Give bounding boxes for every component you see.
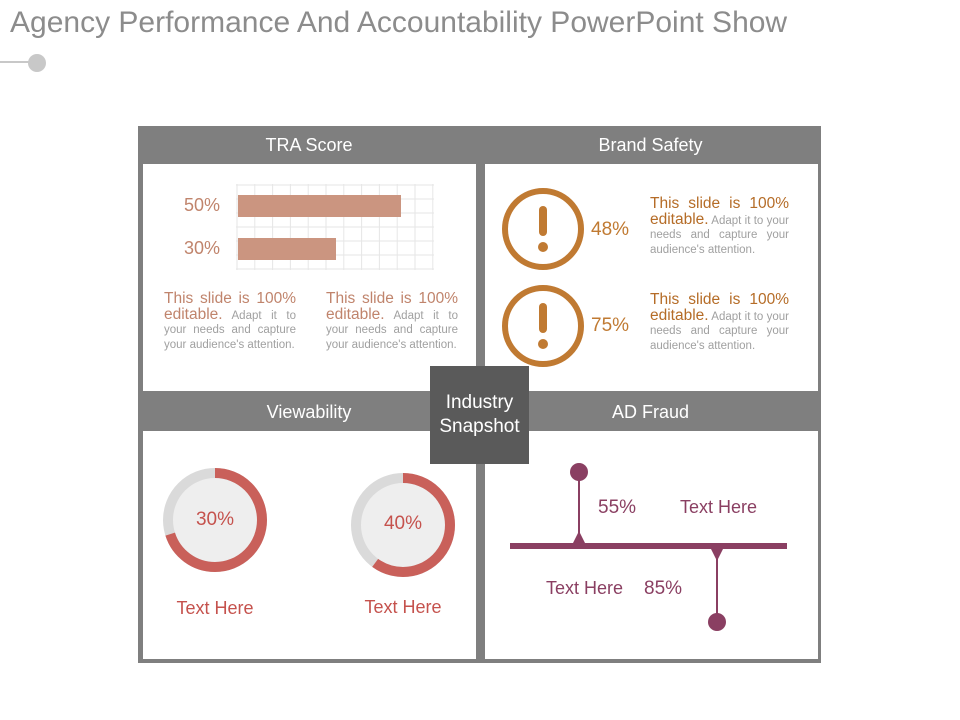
brand-safety-panel [485,164,818,391]
slide-title: Agency Performance And Accountability Po… [10,6,788,39]
brand-safety-value: 75% [591,315,630,336]
tra-text-body: Adapt it to your needs and capture your … [326,309,458,351]
ad-fraud-value-lower: 85% [644,578,683,599]
brand-safety-header: Brand Safety [598,135,703,155]
tra-text-block: This slide is 100% editable. Adapt it to… [164,290,296,352]
timeline-axis [510,543,787,549]
brand-text-body: Adapt it to your needs and capture your … [650,214,789,256]
tra-text-body: Adapt it to your needs and capture your … [164,309,296,351]
exclamation-icon [502,285,584,367]
donut-value: 30% [195,509,235,530]
exclamation-icon [502,188,584,270]
brand-text-block: This slide is 100% editable. Adapt it to… [650,195,789,257]
donut-chart [351,473,455,577]
viewability-header: Viewability [266,402,352,422]
tra-text-lead: This slide is 100% editable. [164,290,296,323]
timeline-marker [708,613,726,631]
ad-fraud-text-upper: Text Here [680,497,758,517]
donut-value: 40% [383,513,423,534]
ad-fraud-value-upper: 55% [598,497,637,518]
viewability-caption: Text Here [176,598,254,618]
brand-safety-value: 48% [591,219,630,240]
timeline-pointer [573,531,585,543]
tra-bar [238,195,401,217]
ad-fraud-timeline [510,463,787,631]
tra-text-lead: This slide is 100% editable. [326,290,458,323]
brand-text-body: Adapt it to your needs and capture your … [650,310,789,352]
ad-fraud-header: AD Fraud [611,402,690,422]
center-label-text: Industry Snapshot [439,392,520,437]
title-underline [0,61,30,63]
ad-fraud-text-lower: Text Here [546,578,624,598]
tra-bar-label: 30% [184,238,221,258]
donut-chart [163,468,267,572]
brand-text-lead: This slide is 100% editable. [650,195,789,228]
industry-snapshot-label: Industry Snapshot [430,366,529,464]
tra-text-block: This slide is 100% editable. Adapt it to… [326,290,458,352]
tra-bar-label: 50% [184,195,221,215]
viewability-caption: Text Here [364,597,442,617]
title-dot [28,54,46,72]
brand-text-block: This slide is 100% editable. Adapt it to… [650,291,789,353]
tra-bar [238,238,336,260]
tra-score-header: TRA Score [265,135,353,155]
timeline-marker [570,463,588,481]
brand-text-lead: This slide is 100% editable. [650,291,789,324]
timeline-pointer [711,549,723,561]
